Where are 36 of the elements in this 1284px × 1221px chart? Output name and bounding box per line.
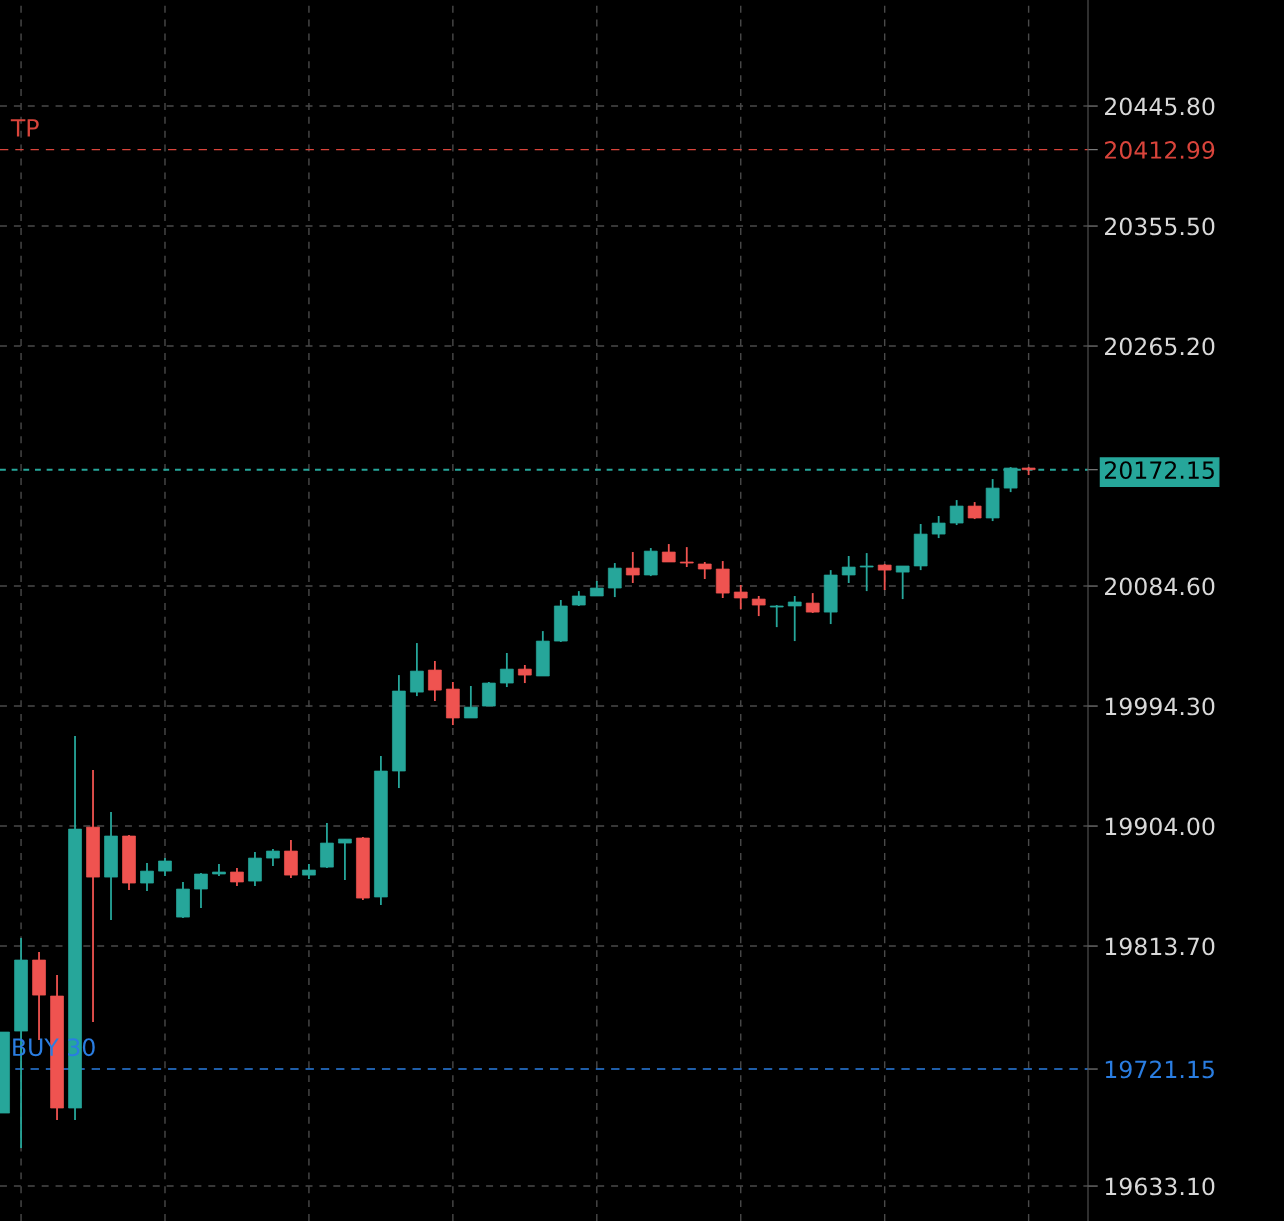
candlestick xyxy=(607,562,622,598)
candlestick xyxy=(500,652,514,688)
y-tick-label: 20084.60 xyxy=(1105,577,1215,596)
candlestick xyxy=(787,595,802,642)
y-tick-label: 19813.70 xyxy=(1105,937,1215,956)
candlestick xyxy=(895,565,910,600)
candlestick xyxy=(248,851,262,887)
candlestick xyxy=(140,862,154,892)
y-tick-label: 20265.20 xyxy=(1105,337,1215,356)
candlestick xyxy=(751,595,766,617)
candlestick xyxy=(410,642,424,697)
candlestick xyxy=(482,681,496,707)
candlestick xyxy=(428,660,442,702)
y-tick-label: 20172.15 xyxy=(1105,461,1214,480)
candlestick xyxy=(625,551,640,584)
candlestick xyxy=(643,547,658,577)
y-tick-label: 19633.10 xyxy=(1105,1177,1215,1196)
y-tick-label: 19904.00 xyxy=(1105,817,1215,836)
y-tick-label: 20355.50 xyxy=(1105,217,1215,236)
candlestick xyxy=(877,563,892,591)
y-tick-label: 19721.15 xyxy=(1105,1060,1214,1079)
candlestick xyxy=(518,664,532,684)
candlestick xyxy=(338,838,352,881)
y-tick-label: 19994.30 xyxy=(1105,697,1215,716)
y-tick-label: 20412.99 xyxy=(1105,141,1215,159)
candlestick xyxy=(949,499,964,526)
ref-line-label: TP xyxy=(10,119,39,137)
candlestick xyxy=(841,555,856,584)
candlestick xyxy=(679,546,694,568)
y-tick-label: 20445.80 xyxy=(1105,97,1215,116)
candlestick xyxy=(194,872,208,909)
candlestick xyxy=(859,552,874,593)
candlestick xyxy=(769,604,784,629)
candlestick xyxy=(733,584,748,610)
candlestick xyxy=(931,515,946,539)
candlestick xyxy=(464,685,478,719)
